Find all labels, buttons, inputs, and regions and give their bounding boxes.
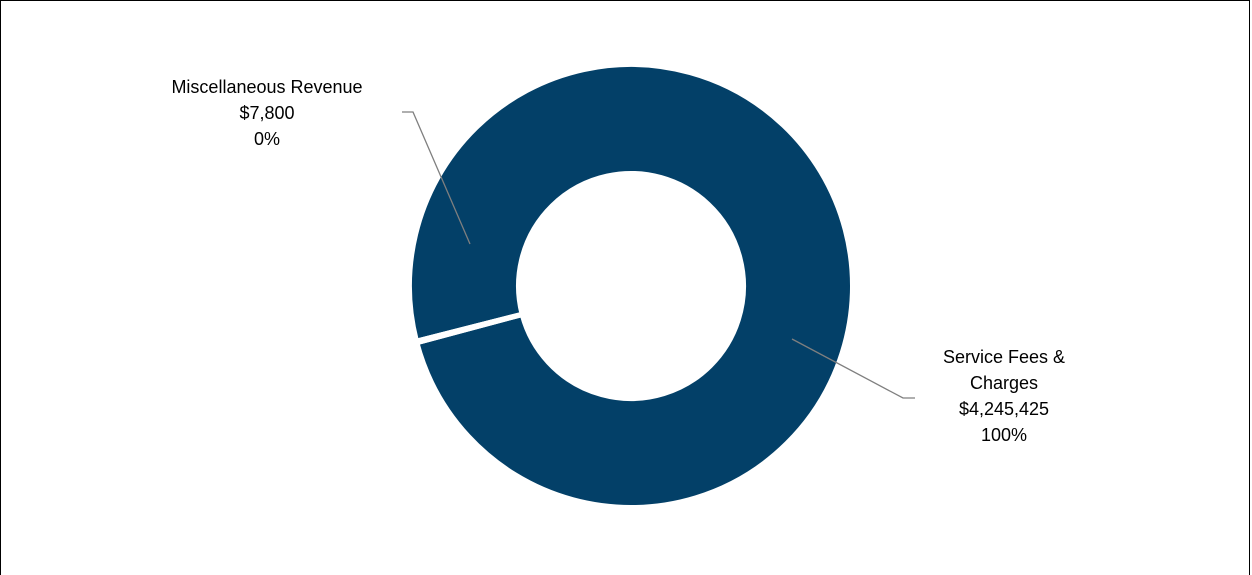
label-value: $4,245,425 bbox=[959, 399, 1049, 419]
label-name-line-0: Service Fees & bbox=[943, 347, 1065, 367]
leader-line-miscellaneous-revenue bbox=[402, 111, 471, 245]
label-name-line-1: Charges bbox=[970, 373, 1038, 393]
leader-line-service-fees-charges bbox=[791, 338, 915, 399]
donut-slices bbox=[408, 63, 854, 509]
data-label-miscellaneous-revenue: Miscellaneous Revenue $7,800 0% bbox=[171, 77, 362, 149]
data-label-service-fees-charges: Service Fees & Charges $4,245,425 100% bbox=[943, 347, 1065, 445]
leader-lines bbox=[402, 111, 915, 399]
label-value: $7,800 bbox=[239, 103, 294, 123]
label-percent: 100% bbox=[981, 425, 1027, 445]
slice-service-fees-charges bbox=[408, 63, 854, 509]
label-percent: 0% bbox=[254, 129, 280, 149]
label-name-line-0: Miscellaneous Revenue bbox=[171, 77, 362, 97]
slice-miscellaneous-revenue bbox=[414, 311, 525, 346]
